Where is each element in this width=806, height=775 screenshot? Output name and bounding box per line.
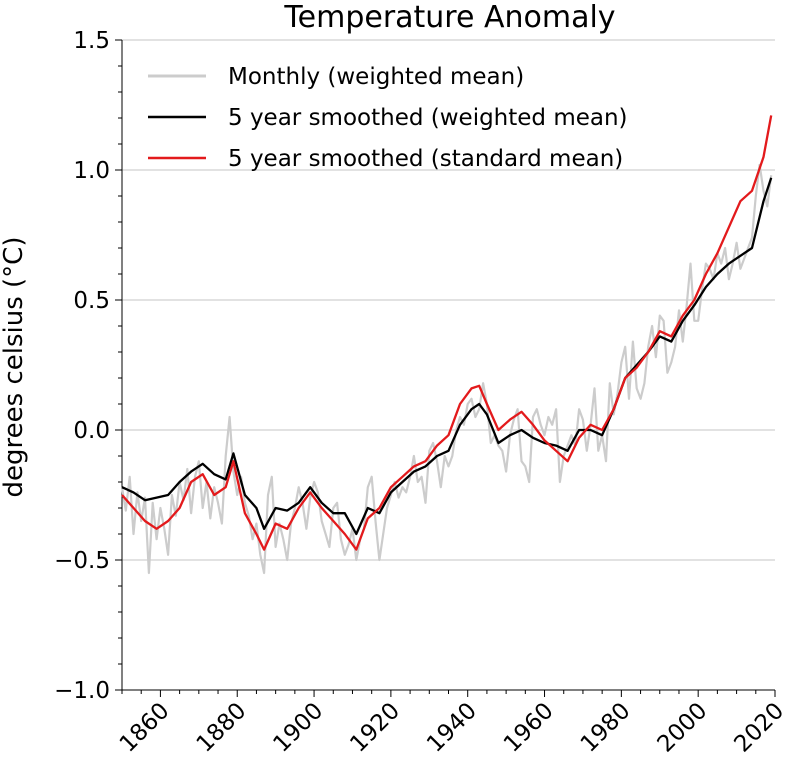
x-tick-label: 1880 (192, 698, 252, 758)
y-tick-label: 1.5 (73, 28, 110, 54)
series-line (121, 115, 773, 551)
y-tick-label: 1.0 (73, 158, 110, 184)
x-tick-label: 1920 (345, 698, 405, 758)
y-tick-label: 0.0 (73, 418, 110, 444)
legend: Monthly (weighted mean) 5 year smoothed (… (148, 64, 628, 172)
legend-label: 5 year smoothed (weighted mean) (228, 105, 628, 131)
grid-lines (122, 39, 775, 691)
chart-title: Temperature Anomaly (283, 0, 615, 35)
y-tick-label: 0.5 (73, 288, 110, 314)
x-tick-label: 1900 (269, 698, 329, 758)
x-tick-label: 2000 (653, 698, 713, 758)
x-tick-label: 1980 (576, 698, 636, 758)
x-tick-label: 1860 (115, 698, 175, 758)
x-tick-label: 2020 (729, 698, 789, 758)
y-tick-label: −1.0 (54, 678, 110, 704)
axes: −1.0 −0.5 0.0 0.5 1.0 1.5 1860 1880 1900 1920 1940… (54, 28, 789, 758)
legend-label: 5 year smoothed (standard mean) (228, 146, 623, 172)
series-line (120, 163, 773, 575)
y-tick-label: −0.5 (54, 548, 110, 574)
series-line (121, 177, 773, 536)
x-tick-label: 1940 (422, 698, 482, 758)
x-tick-label: 1960 (499, 698, 559, 758)
data-series (120, 115, 773, 575)
y-axis-label: degrees celsius (°C) (0, 237, 29, 498)
legend-label: Monthly (weighted mean) (228, 64, 524, 90)
